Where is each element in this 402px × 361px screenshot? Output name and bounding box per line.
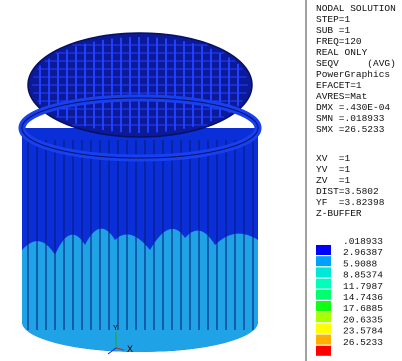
triad-y-label: Y [113, 325, 118, 332]
legend-label: 17.6885 [343, 303, 383, 314]
legend-label: 8.85374 [343, 270, 383, 281]
info-line: STEP=1 [316, 14, 351, 25]
info-line: EFACET=1 [316, 80, 362, 91]
legend-swatch [316, 346, 331, 356]
legend-label: 26.5233 [343, 337, 383, 348]
view-line: XV =1 [316, 153, 351, 164]
legend-label: 14.7436 [343, 292, 383, 303]
triad-x-label: X [127, 344, 133, 354]
legend-swatch [316, 301, 331, 311]
legend-label: 5.9088 [343, 258, 378, 269]
info-line: AVRES=Mat [316, 91, 367, 102]
info-line: DMX =.430E-04 [316, 102, 390, 113]
legend-swatch [316, 256, 331, 266]
legend-swatch [316, 279, 331, 289]
legend-label: 23.5784 [343, 326, 383, 337]
screen: X Y NODAL SOLUTIONSTEP=1SUB =1FREQ=120RE… [0, 0, 402, 361]
legend-label: 11.7987 [343, 281, 383, 292]
info-line: PowerGraphics [316, 69, 390, 80]
info-line: FREQ=120 [316, 36, 362, 47]
legend-label: .018933 [343, 236, 383, 247]
view-line: YV =1 [316, 164, 351, 175]
legend-swatch [316, 312, 331, 322]
legend-swatch [316, 245, 331, 255]
view-line: DIST=3.5802 [316, 186, 379, 197]
legend-swatch [316, 267, 331, 277]
legend-label: 20.6335 [343, 314, 383, 325]
info-line: SMN =.018933 [316, 113, 385, 124]
info-line: SEQV (AVG) [316, 58, 396, 69]
view-line: ZV =1 [316, 175, 351, 186]
view-line: YF =3.82398 [316, 197, 385, 208]
legend-swatch [316, 290, 331, 300]
model-render [22, 33, 258, 352]
view-line: Z-BUFFER [316, 208, 362, 219]
info-line: NODAL SOLUTION [316, 3, 396, 14]
legend-label: 2.96387 [343, 247, 383, 258]
info-line: REAL ONLY [316, 47, 368, 58]
legend-swatch [316, 323, 331, 333]
legend-swatch [316, 335, 331, 345]
info-line: SUB =1 [316, 25, 351, 36]
info-line: SMX =26.5233 [316, 124, 385, 135]
